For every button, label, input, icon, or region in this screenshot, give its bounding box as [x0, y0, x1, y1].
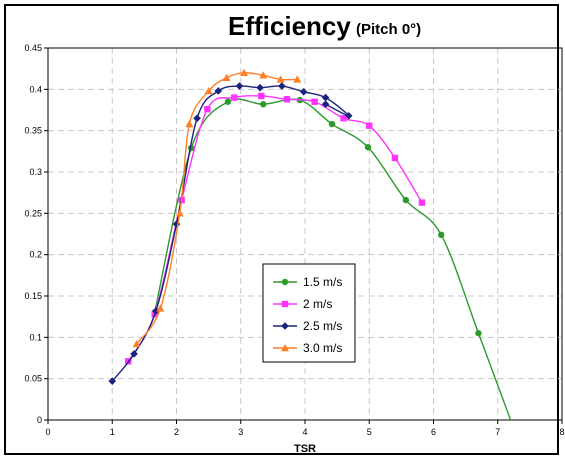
data-point: [259, 71, 268, 79]
data-point: [344, 111, 353, 120]
y-tick-label: 0.2: [29, 250, 42, 260]
x-axis-label: TSR: [294, 443, 316, 455]
series-3: [132, 68, 302, 348]
legend-entry-label: 2 m/s: [303, 297, 332, 311]
data-point: [239, 68, 248, 76]
y-tick-label: 0.3: [29, 167, 42, 177]
data-point: [364, 144, 372, 151]
data-point: [132, 339, 141, 348]
legend-entry-label: 3.0 m/s: [303, 341, 342, 355]
legend-marker: [281, 322, 289, 330]
series-0: [151, 96, 512, 420]
x-tick-label: 5: [367, 427, 372, 437]
x-tick-label: 8: [559, 427, 564, 437]
y-tick-label: 0.25: [24, 208, 42, 218]
data-point: [311, 98, 318, 105]
data-point: [108, 377, 117, 385]
x-tick-label: 0: [45, 427, 50, 437]
data-point: [418, 199, 426, 206]
legend-marker: [281, 278, 289, 286]
data-point: [321, 100, 330, 109]
data-point: [321, 93, 330, 102]
chart-subtitle: (Pitch 0°): [356, 21, 421, 38]
x-tick-label: 4: [302, 427, 307, 437]
data-point: [283, 96, 291, 103]
x-tick-label: 3: [238, 427, 243, 437]
data-point: [231, 94, 238, 101]
y-tick-label: 0.1: [29, 332, 42, 342]
data-point: [340, 115, 347, 122]
legend-entry-label: 1.5 m/s: [303, 275, 342, 289]
data-point: [438, 231, 445, 239]
data-point: [402, 196, 410, 204]
data-point: [222, 73, 231, 81]
data-point: [293, 75, 302, 83]
legend-marker: [281, 300, 289, 308]
y-tick-label: 0.35: [24, 126, 42, 136]
y-tick-label: 0.45: [24, 43, 42, 53]
data-point: [152, 307, 160, 315]
data-point: [175, 209, 184, 217]
x-tick-label: 2: [174, 427, 179, 437]
series-line: [136, 72, 298, 345]
data-point: [235, 82, 244, 90]
data-point: [276, 75, 285, 83]
data-point: [299, 88, 308, 96]
data-point: [328, 120, 336, 128]
legend: 1.5 m/s 2 m/s 2.5 m/s 3.0 m/s: [262, 263, 356, 363]
data-point: [391, 154, 399, 162]
axis-ticks: 0 1 2 3 4 5 6 7 8 0 0.05 0.1 0.15 0.2 0.25 0.3 0.35 0.4 0.…: [24, 43, 564, 437]
chart-title: Efficiency: [228, 11, 351, 41]
legend-marker: [281, 344, 289, 352]
y-tick-label: 0.4: [29, 84, 42, 94]
data-point: [130, 350, 138, 358]
legend-entry-label: 2.5 m/s: [303, 319, 342, 333]
data-point: [224, 98, 232, 105]
grid: [48, 48, 562, 420]
data-point: [260, 101, 267, 108]
data-point: [204, 105, 211, 113]
data-point: [193, 114, 201, 123]
series-line: [153, 98, 512, 420]
legend-box: [262, 263, 356, 363]
data-point: [366, 122, 373, 129]
series-layer: [108, 68, 512, 420]
y-tick-label: 0.05: [24, 374, 42, 384]
x-tick-label: 7: [495, 427, 500, 437]
x-tick-label: 6: [431, 427, 436, 437]
data-point: [185, 120, 194, 128]
data-point: [156, 304, 165, 312]
data-point: [204, 86, 213, 95]
data-point: [256, 83, 264, 92]
data-point: [258, 92, 265, 100]
data-point: [214, 87, 223, 95]
x-tick-label: 1: [110, 427, 115, 437]
data-point: [475, 330, 482, 337]
data-point: [278, 82, 286, 90]
y-tick-label: 0: [37, 415, 42, 425]
y-tick-label: 0.15: [24, 291, 42, 301]
